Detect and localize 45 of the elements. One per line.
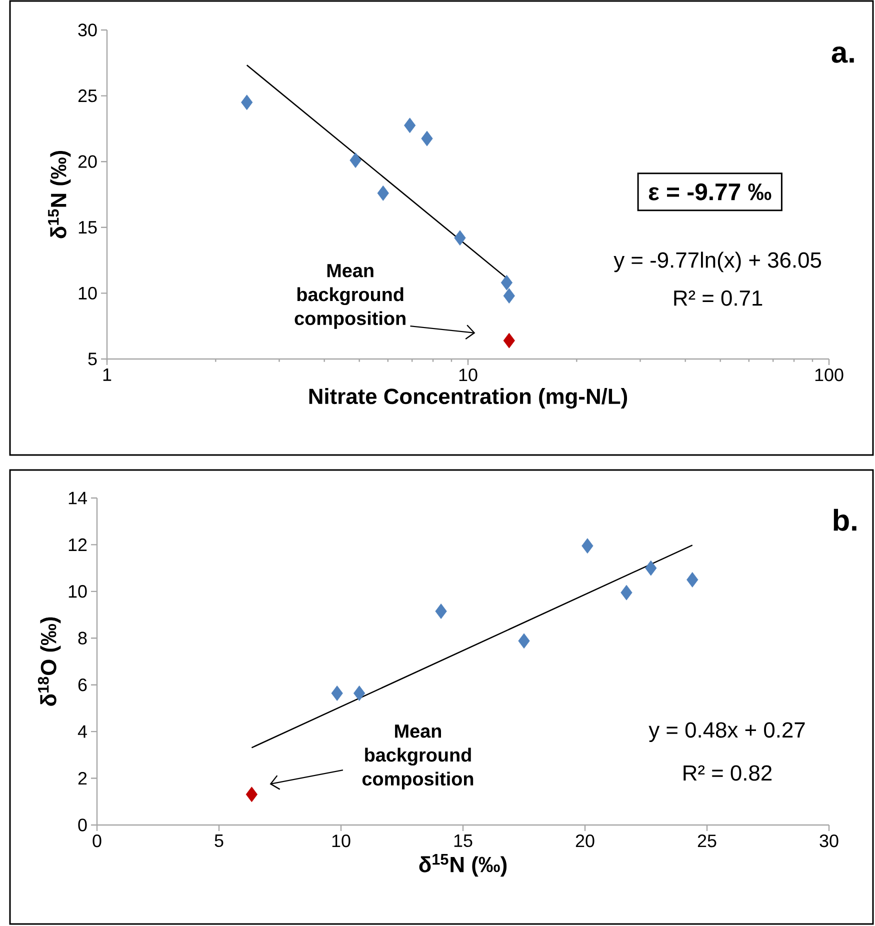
annotation: y = -9.77ln(x) + 36.05 <box>614 252 822 272</box>
y-tick-label: 4 <box>78 725 87 738</box>
y-tick-label: 30 <box>78 24 97 36</box>
x-tick-label: 30 <box>820 834 838 848</box>
annotation: Mean background composition <box>294 264 406 329</box>
x-tick-label: 100 <box>815 368 844 382</box>
y-tick-label: 15 <box>78 221 97 234</box>
y-tick-label: 12 <box>68 538 87 551</box>
y-tick-label: 2 <box>78 772 87 785</box>
point <box>246 786 258 802</box>
point <box>518 633 530 649</box>
x-axis-title: δ$^{15}$N (‰) <box>419 854 507 877</box>
point <box>353 686 366 701</box>
y-tick-label: 6 <box>78 678 87 692</box>
x-tick-label: 5 <box>214 834 224 848</box>
point <box>435 604 447 619</box>
x-tick-label: 15 <box>454 834 472 848</box>
y-tick-label: 10 <box>68 585 87 598</box>
point <box>620 584 632 600</box>
y-tick-label: 5 <box>88 352 97 366</box>
x-tick-label: 25 <box>698 834 716 848</box>
x-tick-label: 10 <box>332 834 350 848</box>
x-tick-label: 1 <box>103 368 112 381</box>
chart-title: a. <box>832 46 854 63</box>
annotation: Mean background composition <box>362 724 474 790</box>
point <box>686 572 698 588</box>
y-axis-title: δ$^{15}$N (‰) <box>48 150 71 238</box>
y-tick-label: 10 <box>78 286 97 300</box>
x-axis-title: Nitrate Concentration (mg-N/L) <box>309 388 628 409</box>
y-tick-label: 8 <box>78 632 87 644</box>
point <box>582 538 594 554</box>
y-tick-label: 14 <box>68 492 87 504</box>
point <box>645 560 657 576</box>
x-tick-label: 20 <box>576 834 594 848</box>
annotation: ε = -9.77 ‰ <box>648 183 772 200</box>
y-tick-label: 20 <box>78 155 97 168</box>
annotation: R² = 0.71 <box>674 290 762 306</box>
chart-title: b. <box>834 508 856 531</box>
point <box>331 686 343 701</box>
y-tick-label: 0 <box>78 818 87 832</box>
y-axis-title: δ$^{18}$O (‰) <box>38 617 61 706</box>
annotation: R² = 0.82 <box>684 765 772 781</box>
x-tick-label: 10 <box>459 368 478 382</box>
y-tick-label: 25 <box>78 89 97 102</box>
annotation: y = 0.48x + 0.27 <box>648 722 805 742</box>
